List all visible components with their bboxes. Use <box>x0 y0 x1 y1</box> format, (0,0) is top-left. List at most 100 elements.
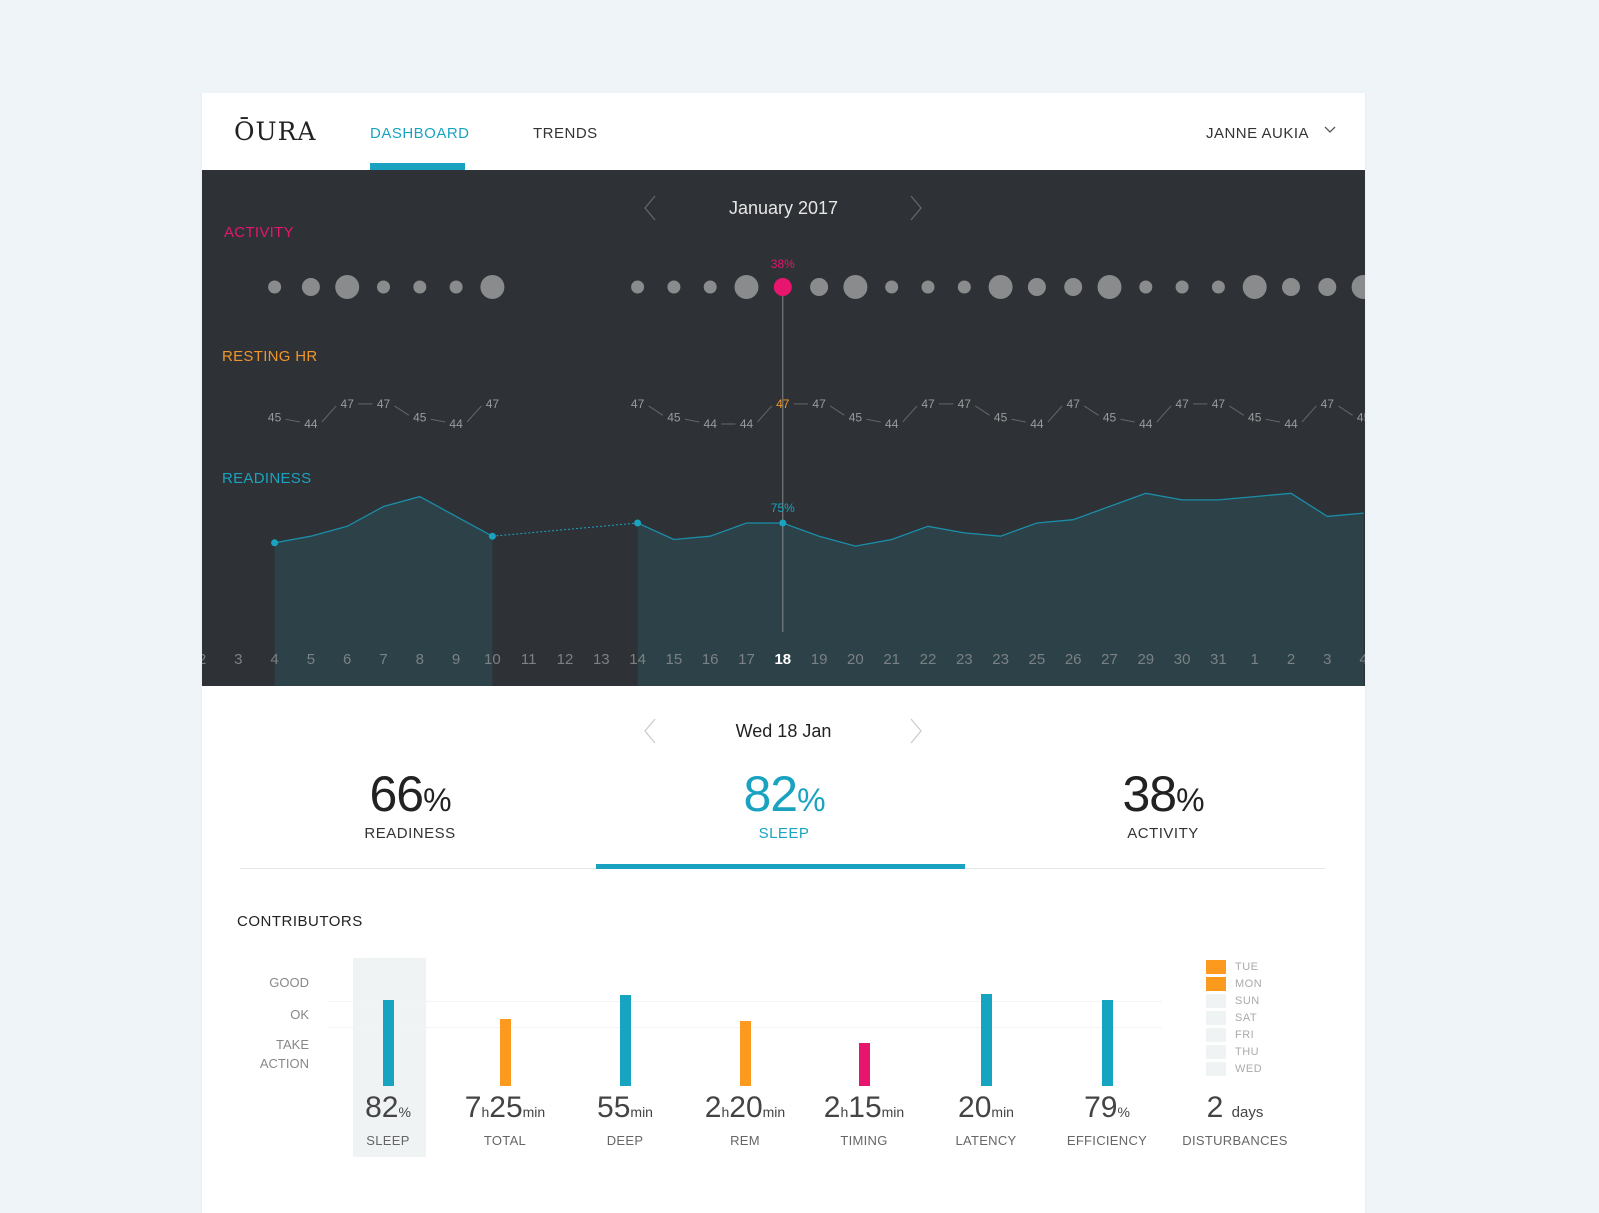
x-axis-day-label: 16 <box>702 651 719 668</box>
x-axis-day-label: 29 <box>1137 651 1154 668</box>
x-axis-day-label: 15 <box>666 651 683 668</box>
contributor-label: EFFICIENCY <box>1066 1133 1148 1148</box>
contributor-bar[interactable] <box>740 1021 751 1086</box>
activity-dot <box>449 280 463 294</box>
score-label: READINESS <box>364 825 456 842</box>
next-month-arrow-icon[interactable] <box>908 194 924 222</box>
resting-hr-connector <box>1047 405 1063 423</box>
x-axis-day-label: 25 <box>1029 651 1046 668</box>
resting-hr-value: 47 <box>921 397 935 411</box>
next-day-arrow-icon[interactable] <box>908 717 924 745</box>
resting-hr-value: 47 <box>1321 397 1335 411</box>
x-axis-day-label: 7 <box>379 651 387 668</box>
x-axis-day-label: 30 <box>1174 651 1191 668</box>
chevron-down-icon[interactable] <box>1323 123 1337 137</box>
tab-dashboard[interactable]: DASHBOARD <box>370 125 470 142</box>
contributor-label: LATENCY <box>955 1133 1017 1148</box>
resting-hr-value: 45 <box>1103 410 1117 424</box>
x-axis-day-label: 4 <box>1359 651 1365 668</box>
level-good: GOOD <box>269 975 309 990</box>
disturbances-label: DISTURBANCES <box>1182 1133 1288 1148</box>
activity-dot <box>1064 278 1083 296</box>
resting-hr-value: 47 <box>1067 397 1081 411</box>
resting-hr-connector <box>1156 405 1172 423</box>
score-value: 82 <box>743 766 798 822</box>
activity-dot <box>377 280 390 294</box>
disturbance-day-label: MON <box>1235 978 1263 990</box>
resting-hr-connector <box>1083 405 1099 416</box>
resting-hr-connector <box>902 405 918 423</box>
resting-hr-connector <box>829 405 845 416</box>
readiness-line <box>637 492 1364 547</box>
disturbance-day-square <box>1206 1045 1226 1059</box>
activity-dot <box>885 280 899 294</box>
disturbance-day-label: SUN <box>1235 995 1260 1007</box>
contributor-label: REM <box>730 1133 760 1148</box>
resting-hr-connector <box>757 405 773 423</box>
level-ok: OK <box>290 1007 309 1022</box>
contributor-bar[interactable] <box>383 1000 394 1086</box>
contributor-label: DEEP <box>606 1133 644 1148</box>
resting-hr-value: 45 <box>268 410 282 424</box>
x-axis-day-label: 2 <box>202 651 206 668</box>
x-axis-day-label: 2 <box>1287 651 1295 668</box>
x-axis-day-label: 22 <box>920 651 937 668</box>
activity-dot <box>703 280 717 294</box>
contributor-bar[interactable] <box>500 1019 511 1086</box>
user-menu[interactable]: JANNE AUKIA <box>1205 125 1309 142</box>
x-axis-day-label: 14 <box>629 651 646 668</box>
score-sleep[interactable]: 82% SLEEP <box>634 765 934 842</box>
x-axis-day-label: 13 <box>593 651 610 668</box>
prev-month-arrow-icon[interactable] <box>642 194 658 222</box>
x-axis-day-label: 19 <box>811 651 828 668</box>
contributor-label: SLEEP <box>366 1133 410 1148</box>
x-axis-day-label: 26 <box>1065 651 1082 668</box>
activity-dot <box>335 275 360 299</box>
contributor-value: 55min <box>597 1091 653 1124</box>
disturbance-day-square <box>1206 977 1226 991</box>
contributor-label: TIMING <box>840 1133 888 1148</box>
activity-dot <box>1175 280 1189 294</box>
contributor-bar[interactable] <box>620 995 631 1086</box>
resting-hr-value: 47 <box>1175 397 1189 411</box>
contributor-bar[interactable] <box>981 994 992 1086</box>
x-axis-day-label: 3 <box>234 651 242 668</box>
score-readiness[interactable]: 66% READINESS <box>260 765 560 842</box>
contributor-value: 2h15min <box>823 1091 905 1124</box>
score-label: ACTIVITY <box>1127 825 1199 842</box>
activity-dot <box>957 280 971 294</box>
contributors-title: CONTRIBUTORS <box>237 913 363 930</box>
x-axis-day-label: 4 <box>270 651 278 668</box>
resting-hr-value: 44 <box>885 417 899 431</box>
resting-hr-value: 44 <box>1284 417 1298 431</box>
score-unit: % <box>1176 782 1204 818</box>
prev-day-arrow-icon[interactable] <box>642 717 658 745</box>
tab-trends[interactable]: TRENDS <box>533 125 598 142</box>
resting-hr-connector <box>1229 405 1244 416</box>
activity-dot <box>480 275 505 299</box>
contributor-bar[interactable] <box>1102 1000 1113 1086</box>
resting-hr-connector <box>321 405 337 423</box>
x-axis-day-label: 27 <box>1101 651 1118 668</box>
activity-dot <box>843 275 868 299</box>
resting-hr-value: 45 <box>849 410 863 424</box>
timeline-panel: 75% 38% 45 44 47 47 45 44 47 47 45 44 44 47 47 45 44 47 47… <box>202 170 1365 686</box>
resting-hr-value: 47 <box>377 397 391 411</box>
activity-dot <box>988 275 1013 299</box>
activity-dot <box>921 280 935 294</box>
disturbance-day-square <box>1206 1062 1226 1076</box>
contributor-value: 79% <box>1084 1091 1130 1124</box>
readiness-line <box>274 495 493 544</box>
contributor-bar[interactable] <box>859 1043 870 1086</box>
disturbance-day-label: TUE <box>1235 961 1259 973</box>
activity-dot <box>301 278 320 296</box>
disturbance-day-label: WED <box>1235 1063 1263 1075</box>
activity-dot <box>734 275 759 299</box>
activity-dot <box>667 280 681 294</box>
readiness-gap-line <box>492 522 638 537</box>
resting-hr-connector <box>466 405 482 423</box>
score-activity[interactable]: 38% ACTIVITY <box>1013 765 1313 842</box>
x-axis-day-label: 3 <box>1323 651 1331 668</box>
oura-logo[interactable]: ŌURA <box>234 117 317 146</box>
